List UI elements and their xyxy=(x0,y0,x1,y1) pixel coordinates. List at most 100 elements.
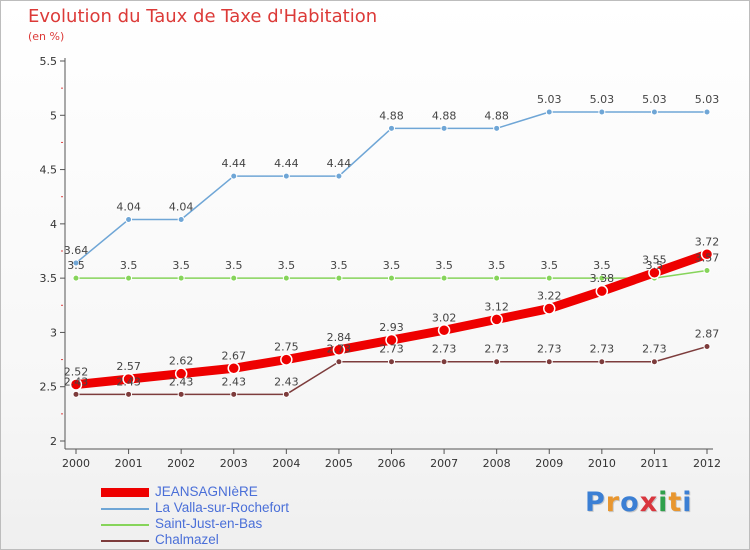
data-point xyxy=(227,362,240,375)
data-point xyxy=(385,333,398,347)
data-label: 3.5 xyxy=(330,259,348,272)
data-label: 3.5 xyxy=(593,259,611,272)
data-label: 2.73 xyxy=(379,343,404,356)
legend-swatch xyxy=(101,540,149,542)
data-point xyxy=(700,248,714,261)
data-label: 4.44 xyxy=(274,157,299,170)
x-tick-label: 2012 xyxy=(693,457,721,470)
x-tick-label: 2011 xyxy=(640,457,668,470)
data-point xyxy=(437,324,451,337)
y-tick-label: 5.5 xyxy=(40,55,58,68)
data-label: 2.93 xyxy=(379,321,404,334)
data-label: 4.88 xyxy=(484,109,509,122)
data-point xyxy=(493,274,501,282)
data-point xyxy=(598,274,606,282)
data-point xyxy=(282,172,290,180)
data-label: 3.55 xyxy=(642,254,667,267)
x-tick-label: 2008 xyxy=(483,457,511,470)
data-label: 4.04 xyxy=(116,201,141,214)
series-line xyxy=(75,111,708,264)
logo-letter: r xyxy=(605,487,621,518)
x-tick-label: 2003 xyxy=(220,457,248,470)
y-tick-label: 5 xyxy=(50,109,57,122)
proxiti-logo: Proxiti xyxy=(585,487,693,518)
data-point xyxy=(648,266,661,279)
series-layer xyxy=(69,108,714,398)
data-label: 3.5 xyxy=(488,259,506,272)
y-tick-label: 3.5 xyxy=(40,272,58,285)
data-point xyxy=(282,390,290,398)
x-tick-label: 2006 xyxy=(378,457,406,470)
chart-title: Evolution du Taux de Taxe d'Habitation xyxy=(28,6,378,27)
data-label: 3.22 xyxy=(537,290,562,303)
logo-letter: t xyxy=(668,487,683,518)
data-label: 2.43 xyxy=(64,375,89,388)
data-point xyxy=(650,358,658,366)
data-label: 3.64 xyxy=(64,244,89,257)
data-point xyxy=(598,358,606,366)
data-label: 3.57 xyxy=(695,252,720,265)
legend-swatch xyxy=(101,508,149,510)
data-point xyxy=(388,358,395,366)
data-label: 2.73 xyxy=(590,343,615,356)
x-tick-label: 2007 xyxy=(430,457,458,470)
data-label: 2.43 xyxy=(274,375,299,388)
y-tick-label: 3 xyxy=(50,326,57,339)
data-point xyxy=(72,274,80,282)
data-point xyxy=(440,358,448,366)
data-point xyxy=(703,267,711,275)
legend-label: La Valla-sur-Rochefort xyxy=(155,500,290,515)
x-tick-label: 2002 xyxy=(167,457,195,470)
data-point xyxy=(125,390,133,398)
data-label: 2.43 xyxy=(116,375,141,388)
data-point xyxy=(388,124,395,132)
data-label: 3.72 xyxy=(695,235,720,248)
data-label: 2.75 xyxy=(274,341,299,354)
logo-letter: x xyxy=(639,487,659,518)
data-point xyxy=(493,124,501,132)
data-point xyxy=(282,274,290,282)
data-label: 2.52 xyxy=(64,366,89,379)
data-point xyxy=(174,367,188,380)
data-point xyxy=(703,108,711,116)
data-label: 2.43 xyxy=(169,375,194,388)
data-label: 3.12 xyxy=(484,300,509,313)
data-label: 2.73 xyxy=(327,343,352,356)
data-point xyxy=(177,274,185,282)
data-point xyxy=(72,390,80,398)
data-label: 2.62 xyxy=(169,355,194,368)
legend-swatch xyxy=(101,488,149,497)
data-label: 5.03 xyxy=(590,93,615,106)
data-point xyxy=(230,274,238,282)
data-label: 2.43 xyxy=(222,375,247,388)
data-point xyxy=(72,259,80,267)
axes: 2 2.5 3 3.5 4 4.5 5 5.5 2000 2001 2002 2003 2004 2005… xyxy=(40,55,722,470)
data-point xyxy=(440,274,448,282)
legend-label: Chalmazel xyxy=(155,532,219,547)
x-tick-label: 2000 xyxy=(62,457,90,470)
data-point xyxy=(177,390,185,398)
data-label: 5.03 xyxy=(695,93,720,106)
data-point xyxy=(545,108,553,116)
logo-letter: i xyxy=(658,487,669,518)
data-point xyxy=(335,358,343,366)
data-point xyxy=(598,108,606,116)
y-tick-label: 2 xyxy=(50,435,57,448)
data-label: 4.88 xyxy=(432,109,457,122)
data-point xyxy=(490,313,503,326)
data-point xyxy=(493,358,501,366)
y-tick-label: 2.5 xyxy=(40,381,58,394)
y-tick-label: 4.5 xyxy=(40,164,58,177)
data-label: 3.5 xyxy=(67,259,85,272)
data-point xyxy=(545,274,553,282)
logo-letter: i xyxy=(682,487,693,518)
data-point xyxy=(69,378,83,391)
data-point xyxy=(280,353,293,366)
data-point xyxy=(545,358,553,366)
y-tick-label: 4 xyxy=(50,218,57,231)
data-label: 3.5 xyxy=(541,259,559,272)
data-label: 2.73 xyxy=(642,343,667,356)
legend-label: JEANSAGNIèRE xyxy=(155,484,258,499)
